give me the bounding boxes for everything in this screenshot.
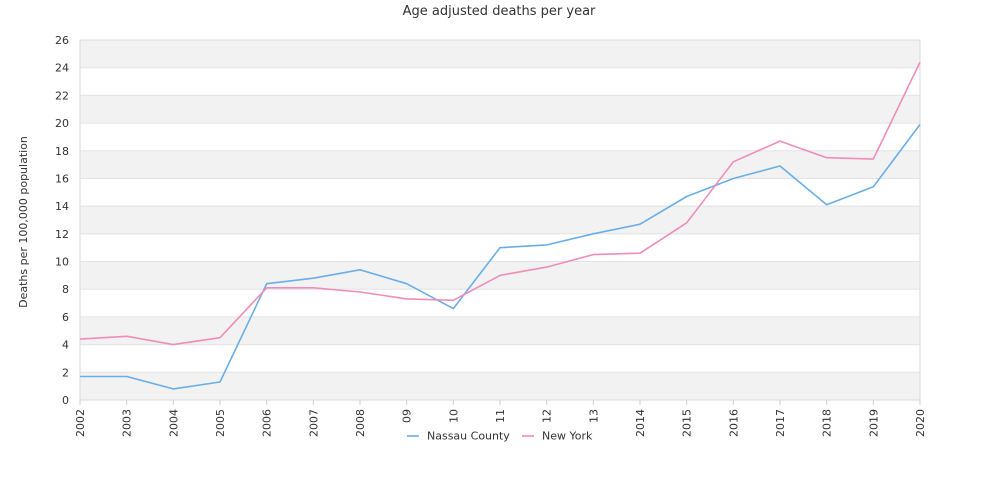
- series-lines: [79, 61, 921, 390]
- y-tick-label: 14: [55, 200, 69, 213]
- x-tick-label: 12: [541, 409, 554, 423]
- gridlines: [80, 39, 920, 401]
- y-tick-label: 16: [55, 172, 69, 185]
- grid-band: [80, 372, 920, 400]
- y-tick-label: 6: [62, 311, 69, 324]
- y-tick-label: 4: [62, 339, 69, 352]
- y-tick-label: 12: [55, 228, 69, 241]
- y-tick-label: 20: [55, 117, 69, 130]
- x-tick-label: 13: [587, 409, 600, 423]
- legend-label: New York: [542, 430, 593, 443]
- y-tick-label: 0: [62, 394, 69, 407]
- chart-title: Age adjusted deaths per year: [403, 4, 596, 19]
- x-tick-label: 2008: [354, 409, 367, 437]
- x-tick-label: 2006: [261, 409, 274, 437]
- grid-band: [80, 316, 920, 345]
- y-tick-label: 18: [55, 145, 69, 158]
- legend-label: Nassau County: [427, 430, 510, 443]
- series-line: [79, 61, 921, 346]
- x-tick-label: 2016: [727, 409, 740, 437]
- y-tick-label: 24: [55, 62, 69, 75]
- y-tick-label: 26: [55, 34, 69, 47]
- series-line: [80, 124, 921, 390]
- legend: Nassau County New York: [407, 430, 593, 443]
- x-tick-label: 2014: [634, 409, 647, 437]
- grid-band: [80, 206, 920, 234]
- x-tick-label: 2019: [867, 409, 880, 437]
- x-axis-ticks: 2002 2003 2004 2005 2006 2007 2008 09 10 11 12 13 20…: [74, 400, 927, 437]
- y-axis-label: Deaths per 100,000 population: [17, 136, 30, 308]
- y-tick-label: 2: [62, 366, 69, 379]
- x-tick-label: 2017: [774, 409, 787, 437]
- x-tick-label: 09: [401, 409, 414, 423]
- y-tick-label: 8: [62, 283, 69, 296]
- x-tick-label: 2003: [121, 409, 134, 437]
- grid-band: [80, 95, 920, 124]
- x-tick-label: 2004: [167, 409, 180, 437]
- x-tick-label: 2018: [821, 409, 834, 437]
- x-tick-label: 2005: [214, 409, 227, 437]
- x-tick-label: 10: [447, 409, 460, 423]
- y-tick-label: 10: [55, 256, 69, 269]
- y-tick-label: 22: [55, 89, 69, 102]
- x-tick-label: 2002: [74, 409, 87, 437]
- x-tick-label: 11: [494, 409, 507, 423]
- x-tick-label: 2007: [307, 409, 320, 437]
- grid-bands: [80, 40, 920, 400]
- x-tick-label: 2020: [914, 409, 927, 437]
- grid-band: [80, 150, 920, 179]
- grid-band: [80, 40, 920, 68]
- x-tick-label: 2015: [681, 409, 694, 437]
